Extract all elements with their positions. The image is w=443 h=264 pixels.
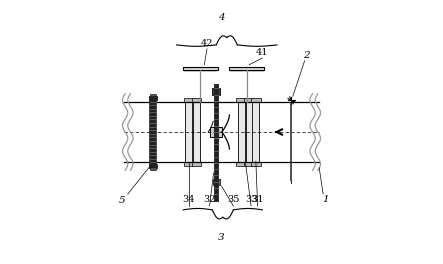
Text: 42: 42 xyxy=(201,39,213,48)
Polygon shape xyxy=(213,179,220,185)
Polygon shape xyxy=(192,162,201,166)
Polygon shape xyxy=(251,162,260,166)
Text: 31: 31 xyxy=(252,195,264,204)
Text: 1: 1 xyxy=(323,195,329,204)
Polygon shape xyxy=(237,98,246,102)
Polygon shape xyxy=(253,102,259,162)
Text: 4: 4 xyxy=(218,13,225,22)
Polygon shape xyxy=(245,162,254,166)
Polygon shape xyxy=(229,67,264,70)
Polygon shape xyxy=(237,162,246,166)
Text: 34: 34 xyxy=(182,195,195,204)
Text: 5: 5 xyxy=(119,196,126,205)
Polygon shape xyxy=(149,164,157,168)
Polygon shape xyxy=(150,94,156,97)
Polygon shape xyxy=(210,127,222,137)
Polygon shape xyxy=(149,96,157,100)
Polygon shape xyxy=(185,102,192,162)
Polygon shape xyxy=(150,167,156,170)
Text: 2: 2 xyxy=(303,51,309,60)
Text: 3: 3 xyxy=(218,233,225,242)
Polygon shape xyxy=(246,102,253,162)
Polygon shape xyxy=(184,162,193,166)
Polygon shape xyxy=(193,102,200,162)
Polygon shape xyxy=(192,98,201,102)
Polygon shape xyxy=(245,98,254,102)
Text: 41: 41 xyxy=(256,48,268,57)
Text: 32: 32 xyxy=(203,195,216,204)
Polygon shape xyxy=(251,98,260,102)
Text: 33: 33 xyxy=(245,195,257,204)
Polygon shape xyxy=(183,67,218,70)
Polygon shape xyxy=(212,88,221,95)
Polygon shape xyxy=(184,98,193,102)
Text: 35: 35 xyxy=(227,195,240,204)
Polygon shape xyxy=(238,102,245,162)
